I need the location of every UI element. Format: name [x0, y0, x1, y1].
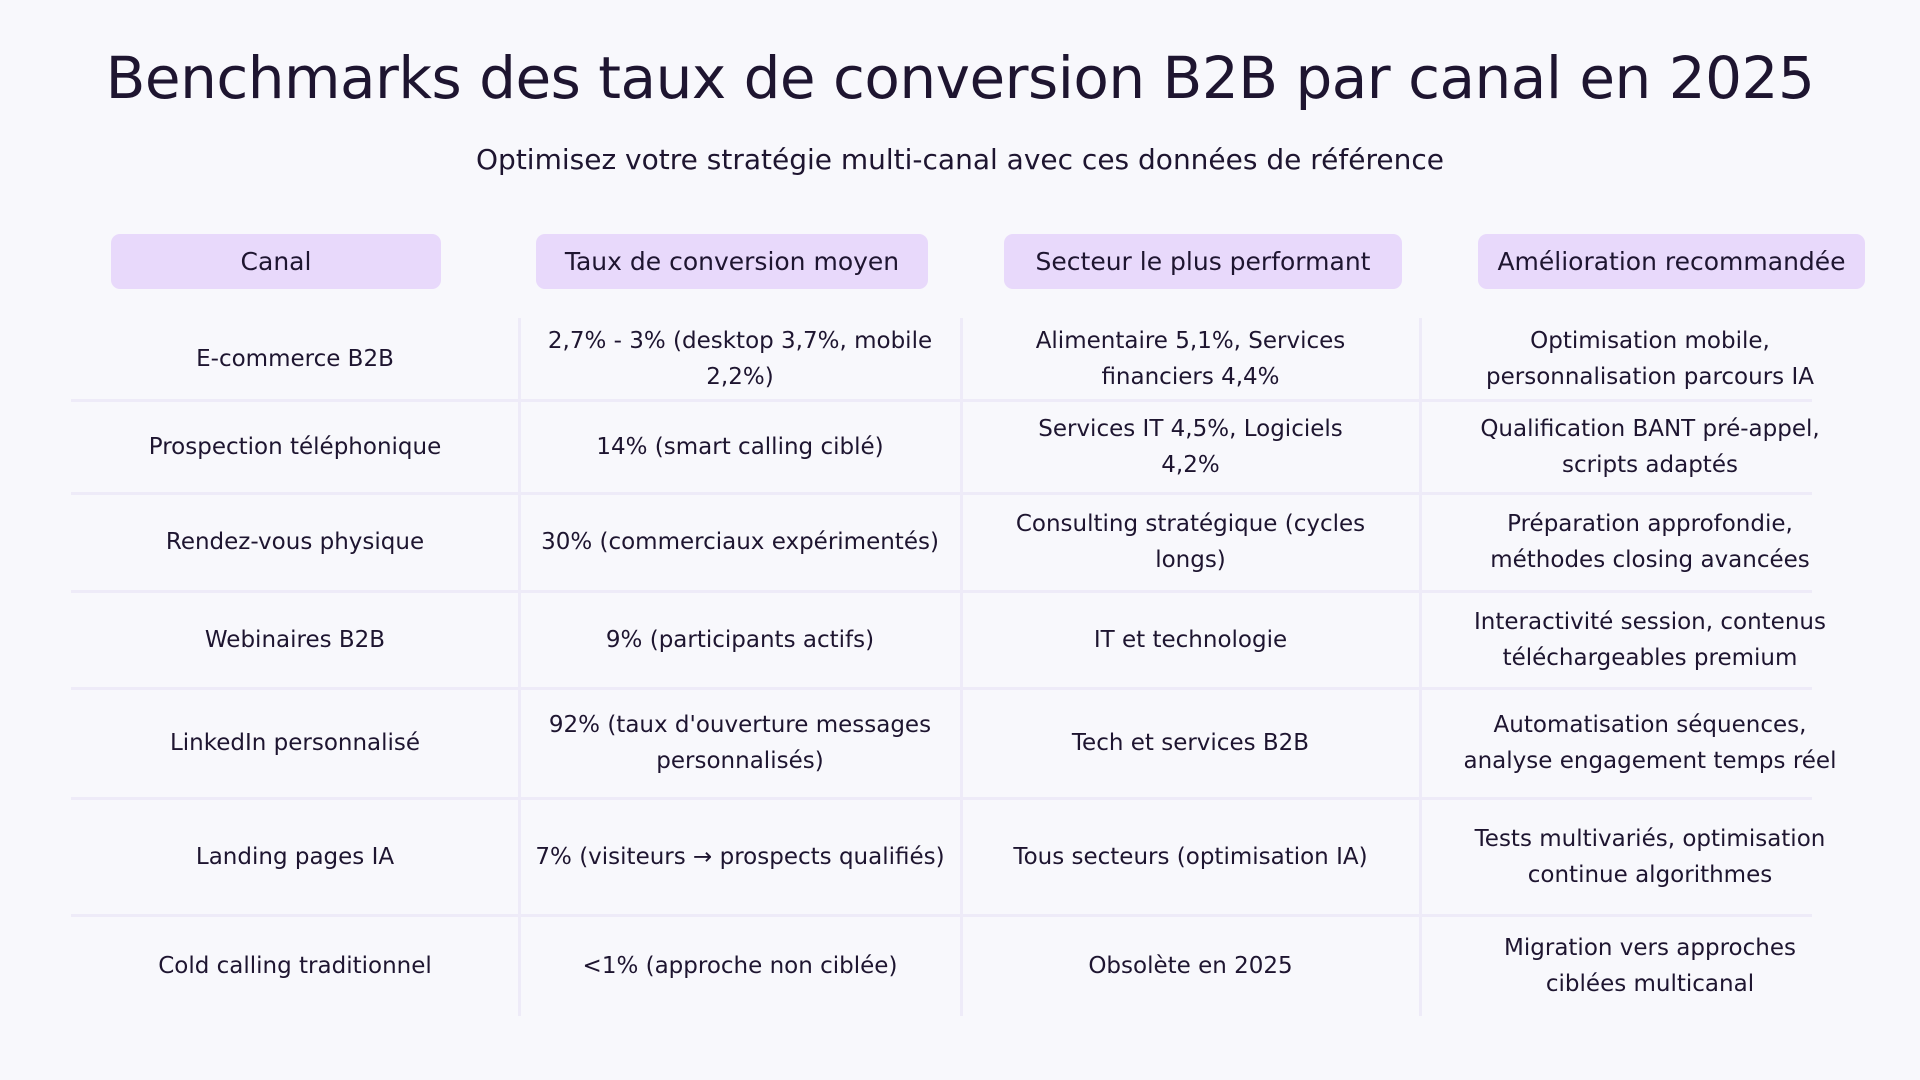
- table-cell: Services IT 4,5%, Logiciels 4,2%: [961, 400, 1420, 493]
- cell-text: Prospection téléphonique: [148, 433, 442, 460]
- cell-text: Qualification BANT pré-appel, scripts ad…: [1480, 415, 1820, 478]
- table-cell: Rendez-vous physique: [71, 493, 519, 591]
- row-divider: [71, 914, 1812, 917]
- cell-text: Tech et services B2B: [1071, 730, 1310, 756]
- cell-text: Alimentaire 5,1%, Services financiers 4,…: [1035, 328, 1346, 390]
- header-cell: Canal: [111, 234, 441, 289]
- cell-text: <1% (approche non ciblée): [582, 952, 898, 979]
- cell-text: Landing pages IA: [195, 843, 395, 870]
- row-divider: [71, 687, 1812, 690]
- cell-text: Tous secteurs (optimisation IA): [1013, 843, 1368, 870]
- table-cell: Landing pages IA: [71, 798, 519, 915]
- cell-text: Optimisation mobile, personnalisation pa…: [1486, 328, 1814, 390]
- table-cell: Tous secteurs (optimisation IA): [961, 798, 1420, 915]
- cell-text: Préparation approfondie, méthodes closin…: [1490, 511, 1810, 573]
- cell-text: E-commerce B2B: [196, 346, 394, 372]
- table-cell: Optimisation mobile, personnalisation pa…: [1420, 318, 1880, 400]
- cell-text: LinkedIn personnalisé: [169, 730, 421, 756]
- table-cell: Prospection téléphonique: [71, 400, 519, 493]
- table-cell: Cold calling traditionnel: [71, 915, 519, 1016]
- cell-text: Webinaires B2B: [204, 626, 386, 653]
- row-divider: [71, 399, 1812, 402]
- cell-text: 92% (taux d'ouverture messages personnal…: [548, 712, 932, 774]
- cell-text: Migration vers approches ciblées multica…: [1504, 934, 1796, 997]
- column-divider: [518, 318, 521, 1016]
- table-cell: Obsolète en 2025: [961, 915, 1420, 1016]
- cell-text: Interactivité session, contenus téléchar…: [1474, 608, 1826, 671]
- table-cell: 2,7% - 3% (desktop 3,7%, mobile 2,2%): [519, 318, 961, 400]
- table-cell: Tests multivariés, optimisation continue…: [1420, 798, 1880, 915]
- table-cell: Consulting stratégique (cycles longs): [961, 493, 1420, 591]
- cell-text: 14% (smart calling ciblé): [596, 433, 884, 460]
- table-cell: 7% (visiteurs → prospects qualifiés): [519, 798, 961, 915]
- table-cell: E-commerce B2B: [71, 318, 519, 400]
- cell-text: Obsolète en 2025: [1088, 952, 1293, 979]
- cell-text: 30% (commerciaux expérimentés): [541, 529, 939, 555]
- title: Benchmarks des taux de conversion B2B pa…: [105, 44, 1815, 112]
- table-cell: <1% (approche non ciblée): [519, 915, 961, 1016]
- cell-text: Tests multivariés, optimisation continue…: [1474, 825, 1826, 888]
- row-divider: [71, 492, 1812, 495]
- cell-text: Automatisation séquences, analyse engage…: [1463, 712, 1837, 774]
- cell-text: IT et technologie: [1093, 626, 1288, 653]
- table-cell: Qualification BANT pré-appel, scripts ad…: [1420, 400, 1880, 493]
- column-divider: [1419, 318, 1422, 1016]
- table-cell: 30% (commerciaux expérimentés): [519, 493, 961, 591]
- row-divider: [71, 797, 1812, 800]
- cell-text: Consulting stratégique (cycles longs): [1015, 511, 1366, 573]
- table-cell: 9% (participants actifs): [519, 591, 961, 688]
- cell-text: Rendez-vous physique: [165, 529, 425, 555]
- column-divider: [960, 318, 963, 1016]
- row-divider: [71, 590, 1812, 593]
- table-cell: 92% (taux d'ouverture messages personnal…: [519, 688, 961, 798]
- table-cell: Tech et services B2B: [961, 688, 1420, 798]
- table-cell: Préparation approfondie, méthodes closin…: [1420, 493, 1880, 591]
- subtitle: Optimisez votre stratégie multi-canal av…: [476, 143, 1444, 176]
- cell-text: 2,7% - 3% (desktop 3,7%, mobile 2,2%): [547, 328, 933, 390]
- header-cell: Taux de conversion moyen: [536, 234, 928, 289]
- header-cell: Secteur le plus performant: [1004, 234, 1402, 289]
- table-cell: 14% (smart calling ciblé): [519, 400, 961, 493]
- cell-text: 7% (visiteurs → prospects qualifiés): [535, 843, 945, 870]
- table-cell: Automatisation séquences, analyse engage…: [1420, 688, 1880, 798]
- cell-text: Services IT 4,5%, Logiciels 4,2%: [1038, 415, 1343, 478]
- table-cell: Migration vers approches ciblées multica…: [1420, 915, 1880, 1016]
- table-cell: Alimentaire 5,1%, Services financiers 4,…: [961, 318, 1420, 400]
- table-cell: LinkedIn personnalisé: [71, 688, 519, 798]
- cell-text: 9% (participants actifs): [605, 626, 875, 653]
- table-cell: Webinaires B2B: [71, 591, 519, 688]
- table-cell: IT et technologie: [961, 591, 1420, 688]
- cell-text: Cold calling traditionnel: [158, 952, 432, 979]
- header-cell: Amélioration recommandée: [1478, 234, 1865, 289]
- table-cell: Interactivité session, contenus téléchar…: [1420, 591, 1880, 688]
